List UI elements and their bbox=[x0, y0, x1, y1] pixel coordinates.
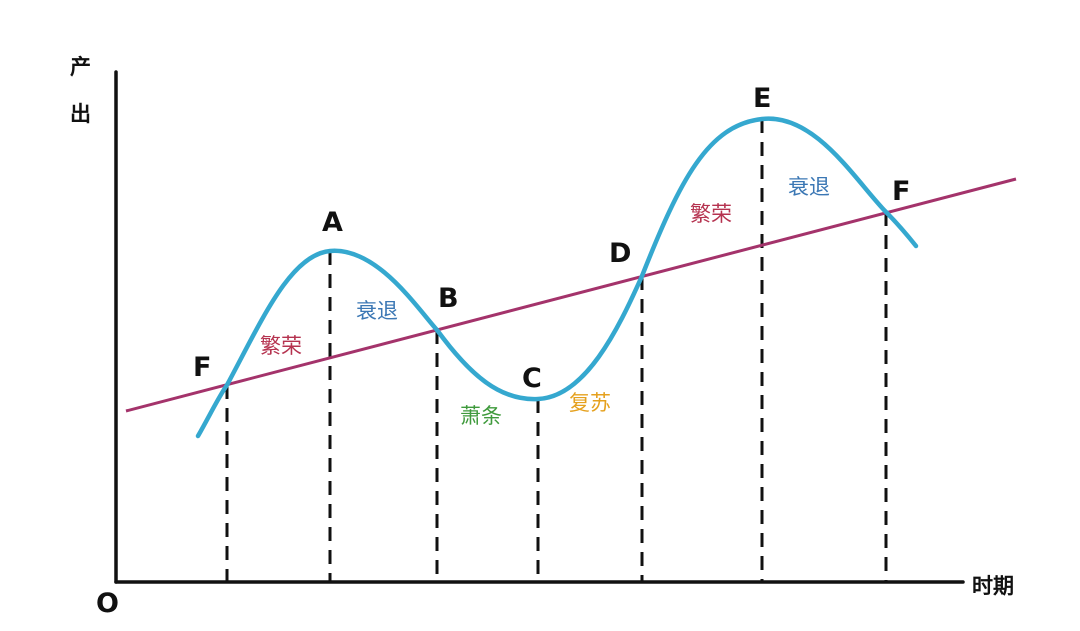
point-label-c: C bbox=[522, 363, 542, 394]
y-axis-label-top: 产 bbox=[70, 55, 91, 79]
phase-label-recession-2: 衰退 bbox=[788, 175, 830, 199]
phase-label-depression: 萧条 bbox=[460, 404, 502, 428]
x-axis-label: 时期 bbox=[972, 574, 1014, 598]
phase-label-recession-1: 衰退 bbox=[356, 299, 398, 323]
phase-label-recovery: 复苏 bbox=[569, 391, 611, 415]
point-label-f-end: F bbox=[892, 176, 910, 207]
point-label-d: D bbox=[609, 238, 631, 269]
phase-label-prosperity-1: 繁荣 bbox=[260, 334, 302, 358]
point-label-b: B bbox=[438, 283, 459, 314]
phase-label-prosperity-2: 繁荣 bbox=[690, 202, 732, 226]
point-label-a: A bbox=[322, 207, 343, 238]
point-label-f-start: F bbox=[193, 352, 211, 383]
business-cycle-curve bbox=[195, 116, 919, 439]
point-label-e: E bbox=[753, 83, 771, 114]
y-axis-label-bottom: 出 bbox=[70, 102, 91, 126]
origin-label: O bbox=[96, 588, 119, 619]
trend-line bbox=[125, 177, 1017, 413]
